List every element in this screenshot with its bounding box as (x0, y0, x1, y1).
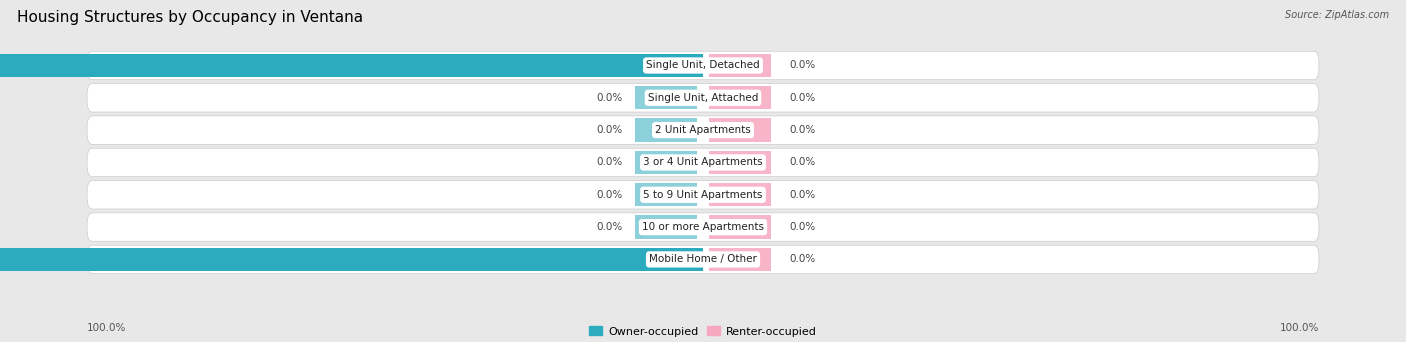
Bar (709, 151, 770, 174)
Text: 0.0%: 0.0% (789, 93, 815, 103)
Text: 5 to 9 Unit Apartments: 5 to 9 Unit Apartments (644, 190, 762, 200)
Bar (0, 54, 703, 77)
Text: 100.0%: 100.0% (1279, 323, 1319, 333)
Bar (709, 86, 770, 109)
Text: 0.0%: 0.0% (596, 93, 623, 103)
Bar (709, 118, 770, 142)
Bar (636, 183, 697, 207)
Bar (636, 118, 697, 142)
Bar (709, 183, 770, 207)
FancyBboxPatch shape (87, 181, 1319, 209)
Legend: Owner-occupied, Renter-occupied: Owner-occupied, Renter-occupied (585, 321, 821, 341)
Text: 0.0%: 0.0% (596, 190, 623, 200)
Text: 0.0%: 0.0% (789, 61, 815, 70)
Text: Mobile Home / Other: Mobile Home / Other (650, 254, 756, 264)
Text: Single Unit, Detached: Single Unit, Detached (647, 61, 759, 70)
FancyBboxPatch shape (87, 213, 1319, 241)
Text: 3 or 4 Unit Apartments: 3 or 4 Unit Apartments (643, 157, 763, 168)
Bar (709, 54, 770, 77)
Text: 2 Unit Apartments: 2 Unit Apartments (655, 125, 751, 135)
FancyBboxPatch shape (87, 83, 1319, 112)
Text: Housing Structures by Occupancy in Ventana: Housing Structures by Occupancy in Venta… (17, 10, 363, 25)
Text: 0.0%: 0.0% (596, 222, 623, 232)
Text: 0.0%: 0.0% (789, 254, 815, 264)
Bar (709, 215, 770, 239)
Text: 0.0%: 0.0% (596, 125, 623, 135)
Text: Source: ZipAtlas.com: Source: ZipAtlas.com (1285, 10, 1389, 20)
FancyBboxPatch shape (87, 116, 1319, 144)
FancyBboxPatch shape (87, 245, 1319, 274)
Bar (0, 248, 703, 271)
FancyBboxPatch shape (87, 148, 1319, 177)
Text: 0.0%: 0.0% (789, 222, 815, 232)
Bar (636, 151, 697, 174)
Text: 0.0%: 0.0% (789, 157, 815, 168)
FancyBboxPatch shape (87, 51, 1319, 80)
Bar (636, 86, 697, 109)
Text: Single Unit, Attached: Single Unit, Attached (648, 93, 758, 103)
Text: 0.0%: 0.0% (596, 157, 623, 168)
Bar (636, 215, 697, 239)
Text: 0.0%: 0.0% (789, 190, 815, 200)
Text: 0.0%: 0.0% (789, 125, 815, 135)
Text: 100.0%: 100.0% (87, 323, 127, 333)
Text: 10 or more Apartments: 10 or more Apartments (643, 222, 763, 232)
Bar (709, 248, 770, 271)
